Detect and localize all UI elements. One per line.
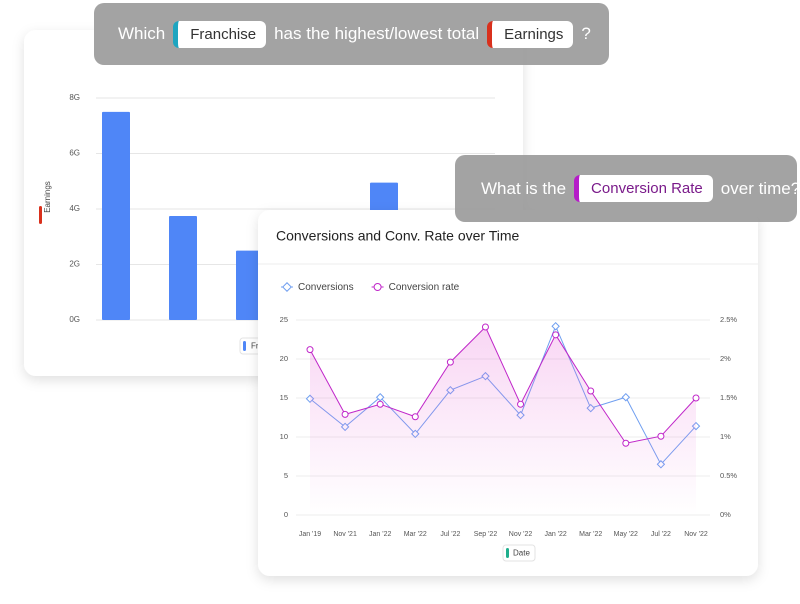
x-label-marker [506, 548, 509, 558]
x-axis-label: Date [513, 549, 530, 558]
query-chip[interactable]: Conversion Rate [574, 175, 713, 202]
x-tick-label: Mar '22 [579, 531, 602, 538]
y2-tick-label: 0.5% [720, 471, 737, 480]
query-text: ? [581, 24, 591, 43]
line-chart: Conversions and Conv. Rate over Time 0 5 10… [258, 228, 758, 562]
point [622, 439, 630, 447]
y-axis-label: Earnings [43, 181, 52, 213]
y-tick-label: 20 [280, 354, 288, 363]
y-tick-label: 4G [69, 204, 80, 213]
x-tick-label: Nov '22 [509, 531, 533, 538]
legend-symbol [282, 282, 292, 292]
x-tick-label: Mar '22 [404, 531, 427, 538]
bar [169, 215, 197, 320]
x-tick-label: Sep '22 [474, 531, 498, 538]
bar [236, 250, 264, 320]
y2-tick-label: 0% [720, 510, 731, 519]
point [692, 394, 700, 402]
y2-tick-label: 1% [720, 432, 731, 441]
query-bubble: Which Franchise has the highest/lowest t… [94, 3, 609, 65]
x-tick-label: Jan '19 [299, 531, 321, 538]
y-tick-label: 25 [280, 315, 288, 324]
x-tick-label: May '22 [614, 531, 638, 538]
y-tick-label: 0G [69, 315, 80, 324]
area [310, 327, 696, 515]
point [551, 321, 560, 331]
y2-tick-label: 2.5% [720, 315, 737, 324]
point [517, 400, 525, 408]
x-tick-label: Nov '22 [684, 531, 708, 538]
point [621, 392, 631, 402]
query-chip[interactable]: Franchise [173, 20, 267, 48]
y-label-marker [39, 206, 42, 224]
point [375, 392, 385, 402]
x-label-chip [502, 544, 536, 562]
x-tick-label: Jul '22 [440, 531, 460, 538]
y-tick-label: 10 [280, 432, 288, 441]
y-tick-label: 6G [69, 149, 80, 158]
chart-title: Conversions and Conv. Rate over Time [276, 228, 520, 244]
point [341, 410, 349, 418]
legend-label: Conversion rate [389, 282, 460, 293]
y2-tick-label: 1.5% [720, 393, 737, 402]
x-tick-label: Jul '22 [651, 531, 671, 538]
legend-label: Conversions [298, 282, 354, 293]
point [552, 331, 560, 339]
query-text: Which [118, 24, 166, 43]
y-tick-label: 15 [280, 393, 288, 402]
point [446, 358, 454, 366]
legend-symbol [373, 283, 382, 291]
point [306, 346, 314, 354]
point [657, 432, 665, 440]
query-text: over time? [720, 178, 800, 198]
query-text: has the highest/lowest total [274, 24, 480, 43]
x-label-marker [243, 341, 246, 351]
bar [102, 111, 130, 320]
y-tick-label: 8G [69, 93, 80, 102]
x-tick-label: Jan '22 [369, 531, 391, 538]
query-text: What is the [481, 178, 567, 198]
point [481, 323, 489, 331]
point [376, 400, 384, 408]
series-line [309, 326, 697, 444]
x-tick-label: Jan '22 [544, 531, 566, 538]
y2-tick-label: 2% [720, 354, 731, 363]
y-tick-label: 2G [69, 260, 80, 269]
point [411, 413, 419, 421]
y-tick-label: 5 [284, 471, 288, 480]
x-tick-label: Nov '21 [333, 531, 357, 538]
query-bubble: What is the Conversion Rate over time? [455, 155, 800, 222]
point [587, 387, 595, 395]
query-chip[interactable]: Earnings [487, 20, 574, 48]
y-tick-label: 0 [284, 510, 288, 519]
